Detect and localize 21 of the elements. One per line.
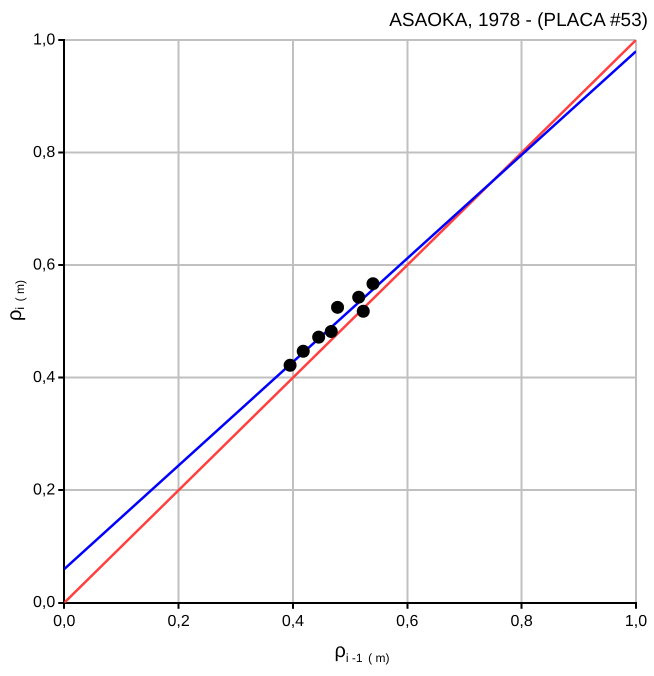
x-tick-label: 0,4: [282, 612, 304, 630]
point: [312, 330, 326, 344]
x-tick-label: 0,6: [396, 612, 419, 630]
chart-title: ASAOKA, 1978 - (PLACA #53): [389, 10, 648, 32]
x-tick-label: 0,2: [167, 612, 190, 630]
point: [366, 277, 380, 290]
point: [296, 344, 310, 358]
y-tick-label: 0,2: [32, 482, 56, 499]
point: [284, 358, 297, 372]
y-tick-label: 0,8: [32, 144, 56, 161]
point: [352, 290, 366, 304]
y-tick-label: 0,0: [32, 594, 56, 612]
point: [356, 304, 370, 318]
point: [331, 300, 344, 314]
y-tick-label: 0,4: [32, 369, 56, 386]
y-tick-label: 1,0: [32, 31, 56, 48]
x-tick-label: 0,8: [510, 612, 533, 630]
x-tick-label: 0,0: [53, 612, 76, 630]
x-tick-label: 1,0: [624, 612, 648, 630]
y-tick-label: 0,6: [32, 256, 56, 274]
point: [324, 325, 338, 338]
